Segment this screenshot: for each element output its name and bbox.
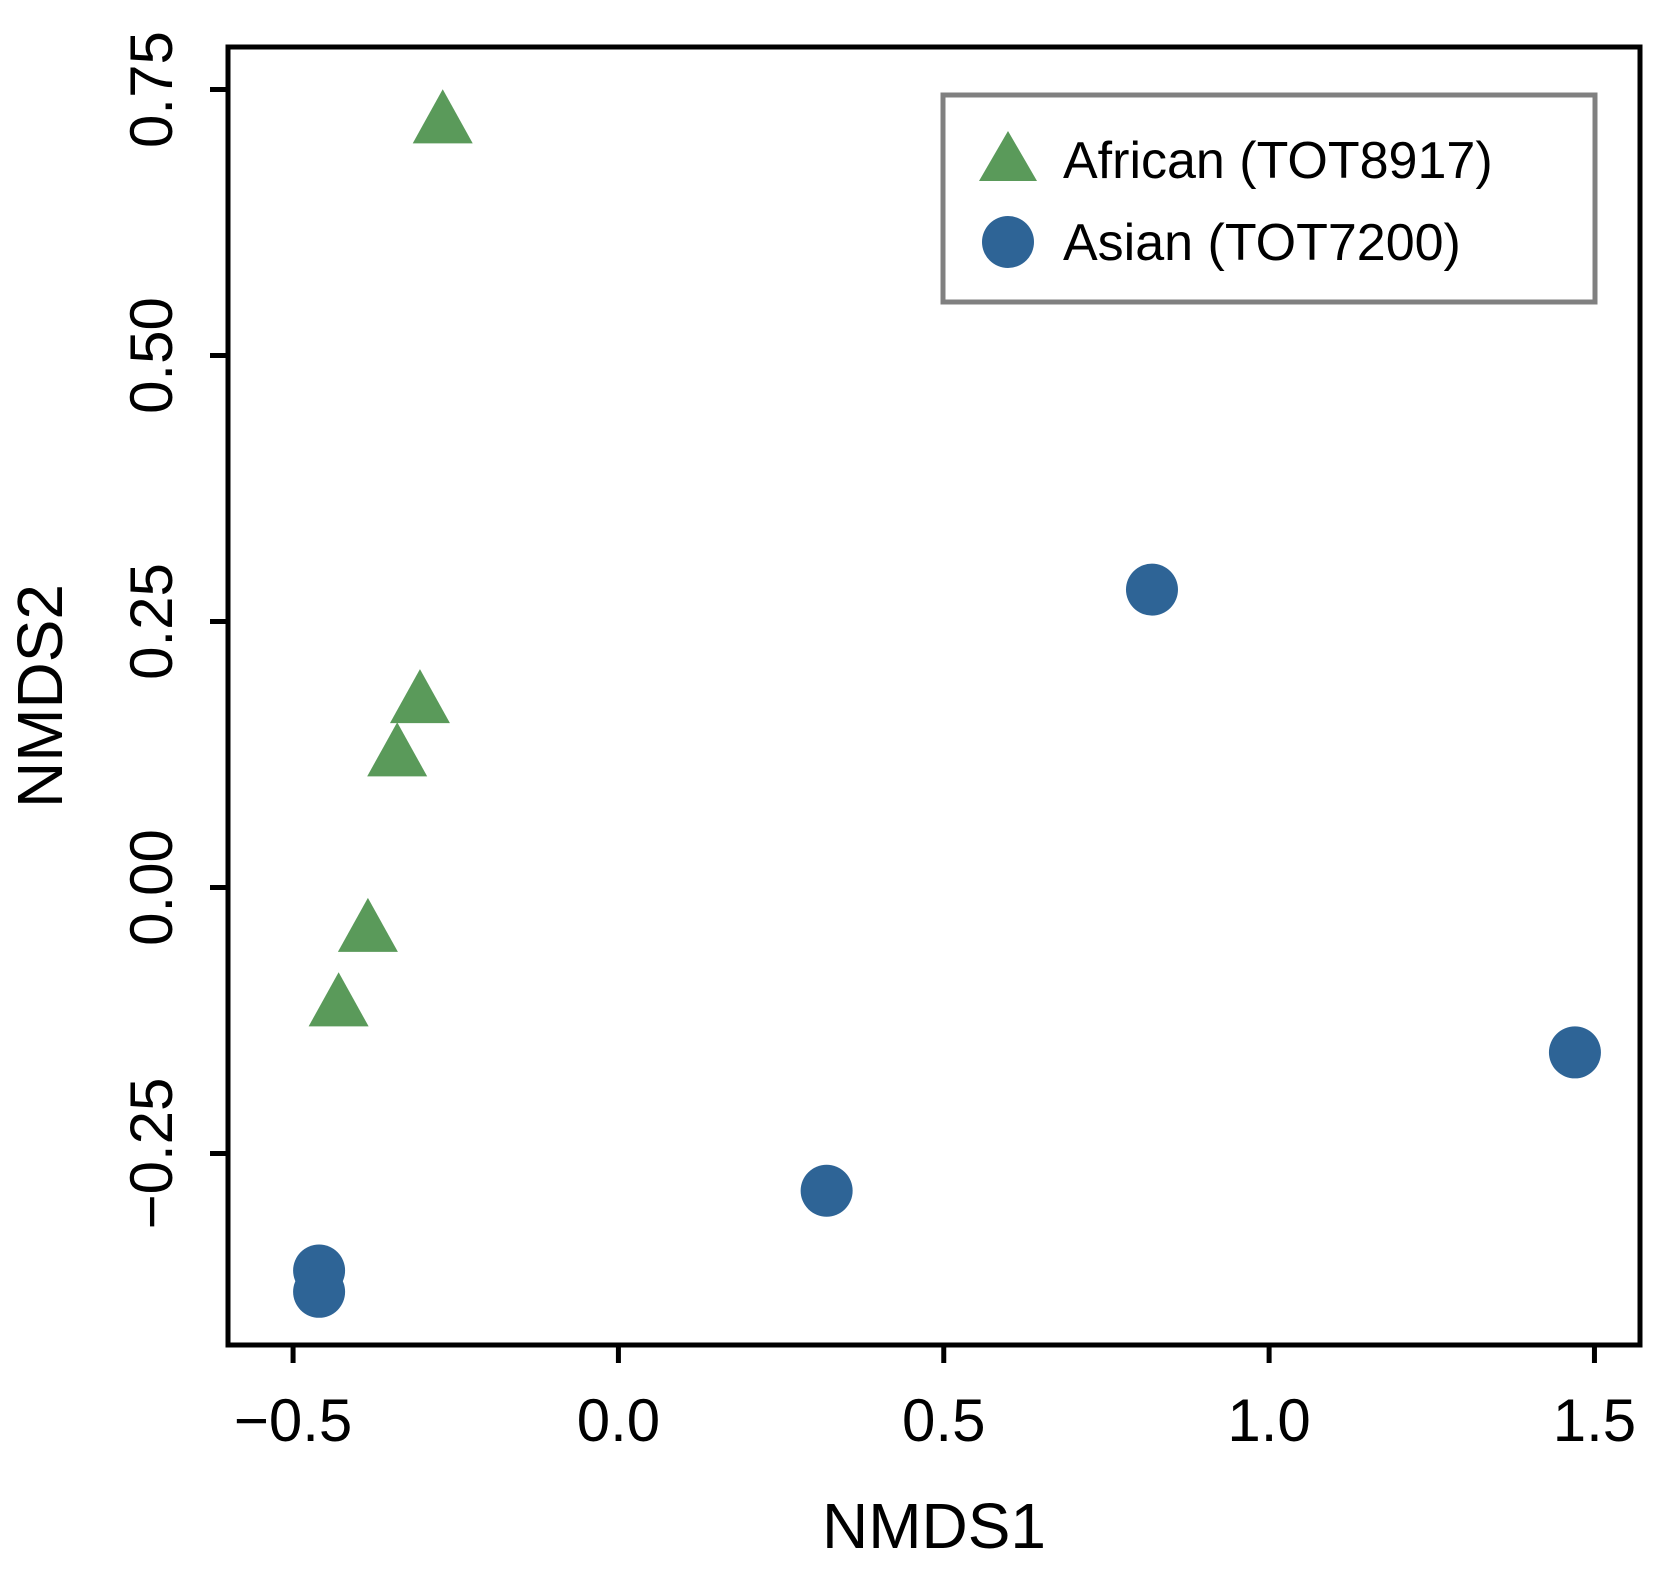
data-point-african-4 <box>308 972 369 1027</box>
plot-frame <box>225 44 1643 1348</box>
points-layer <box>293 89 1601 1318</box>
x-tick-label: 0.0 <box>577 1387 660 1454</box>
y-tick-label: −0.25 <box>118 1078 185 1230</box>
legend-marker-triangle <box>979 131 1037 181</box>
y-tick-label: 0.75 <box>118 31 185 148</box>
x-tick-label: 1.5 <box>1553 1387 1636 1454</box>
data-point-asian-0 <box>1125 563 1178 616</box>
legend-marker-circle <box>982 216 1034 268</box>
ticks-layer: −0.5 0.0 0.5 1.0 1.5 −0.25 0.00 0.25 0.50 0.75 <box>118 31 1636 1454</box>
x-axis-title: NMDS1 <box>822 1490 1046 1562</box>
x-tick-label: 1.0 <box>1227 1387 1310 1454</box>
data-point-african-1 <box>389 669 450 724</box>
x-tick-label: 0.5 <box>902 1387 985 1454</box>
y-axis-title: NMDS2 <box>4 584 76 808</box>
y-tick-label: 0.00 <box>118 829 185 946</box>
data-point-african-2 <box>367 722 428 777</box>
data-point-african-3 <box>337 897 398 952</box>
data-point-african-0 <box>412 89 473 144</box>
data-point-asian-4 <box>293 1265 346 1318</box>
legend: African (TOT8917) Asian (TOT7200) <box>940 92 1598 305</box>
y-tick-label: 0.25 <box>118 563 185 680</box>
data-point-asian-2 <box>800 1164 853 1217</box>
legend-box <box>940 92 1598 305</box>
legend-label-african: African (TOT8917) <box>1063 132 1493 190</box>
data-point-asian-1 <box>1548 1026 1601 1079</box>
x-tick-label: −0.5 <box>234 1387 352 1454</box>
y-tick-label: 0.50 <box>118 297 185 414</box>
legend-label-asian: Asian (TOT7200) <box>1063 214 1461 272</box>
